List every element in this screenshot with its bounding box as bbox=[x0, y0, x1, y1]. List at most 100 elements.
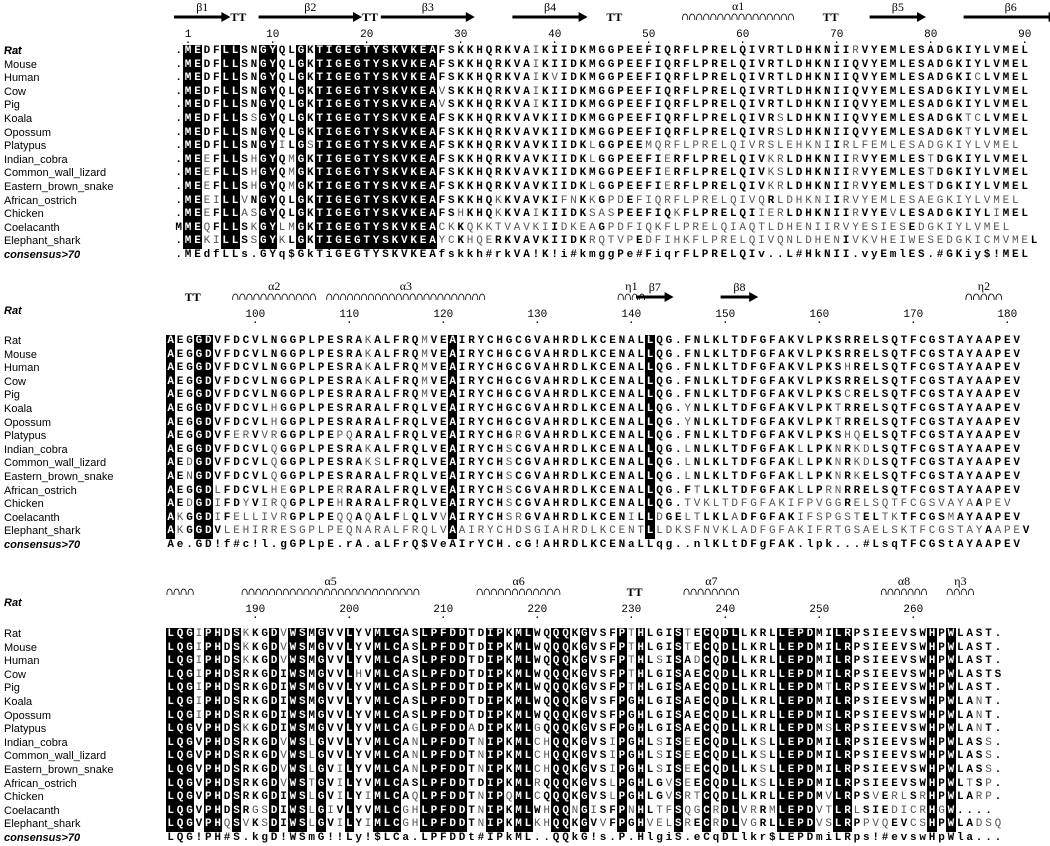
residue: I bbox=[833, 85, 840, 98]
residue: V bbox=[900, 777, 908, 790]
residue: I bbox=[560, 181, 568, 193]
consensus-residue: g bbox=[656, 832, 663, 844]
residue: G bbox=[186, 335, 193, 347]
consensus-residue: Q bbox=[562, 832, 569, 844]
residue: I bbox=[825, 764, 832, 776]
residue: E bbox=[176, 375, 184, 388]
residue: E bbox=[693, 682, 701, 695]
residue: K bbox=[955, 208, 963, 221]
residue: R bbox=[711, 45, 718, 57]
residue: S bbox=[673, 696, 683, 710]
consensus-residue: . bbox=[767, 249, 775, 261]
consensus-residue: r bbox=[673, 249, 681, 261]
residue: C bbox=[919, 348, 926, 361]
residue: L bbox=[646, 804, 654, 817]
residue: S bbox=[656, 736, 663, 749]
residue: Q bbox=[278, 99, 286, 112]
residue: Q bbox=[739, 208, 746, 221]
residue: V bbox=[399, 58, 409, 73]
residue: K bbox=[750, 736, 757, 749]
residue: I bbox=[485, 641, 495, 656]
residue: G bbox=[352, 126, 362, 141]
residue: H bbox=[927, 777, 937, 792]
residue: . bbox=[175, 85, 182, 98]
residue: P bbox=[853, 818, 861, 831]
residue: S bbox=[673, 804, 683, 819]
residue: I bbox=[195, 668, 203, 681]
residue: V bbox=[993, 153, 1000, 166]
residue: G bbox=[579, 668, 589, 683]
residue: Q bbox=[664, 85, 671, 98]
residue: P bbox=[429, 628, 439, 642]
residue: S bbox=[231, 709, 242, 724]
residue: C bbox=[242, 362, 250, 375]
residue: S bbox=[297, 709, 307, 724]
residue: V bbox=[758, 85, 765, 98]
residue: D bbox=[570, 181, 577, 193]
residue: G bbox=[759, 335, 767, 347]
residue: F bbox=[438, 750, 448, 764]
residue: E bbox=[418, 194, 428, 209]
residue: A bbox=[427, 58, 438, 73]
residue: V bbox=[861, 58, 869, 71]
residue: F bbox=[654, 235, 662, 248]
residue: I bbox=[654, 113, 662, 125]
residue: S bbox=[909, 736, 917, 749]
residue: E bbox=[1002, 194, 1010, 207]
residue: V bbox=[336, 655, 344, 668]
residue: I bbox=[336, 777, 344, 790]
residue: G bbox=[333, 235, 344, 249]
residue: E bbox=[908, 181, 916, 193]
residue: Y bbox=[966, 362, 973, 375]
ss-element-helix: η1 bbox=[617, 279, 645, 301]
residue: S bbox=[411, 668, 419, 681]
consensus-residue: L bbox=[524, 832, 532, 844]
residue: L bbox=[646, 641, 654, 654]
residue: V bbox=[513, 208, 521, 221]
residue: Q bbox=[411, 362, 419, 375]
residue: S bbox=[909, 777, 917, 790]
residue: T bbox=[468, 764, 475, 776]
consensus-residue: k bbox=[466, 249, 474, 261]
ss-turn-label: TT bbox=[627, 585, 643, 599]
residue: F bbox=[692, 235, 699, 248]
residue: W bbox=[946, 641, 956, 656]
residue: K bbox=[814, 153, 822, 166]
residue-number: 90 bbox=[1018, 29, 1031, 41]
residue: V bbox=[861, 45, 869, 57]
consensus-residue: . bbox=[852, 249, 859, 261]
residue: N bbox=[250, 85, 258, 98]
residue: M bbox=[983, 221, 991, 234]
residue: I bbox=[654, 85, 662, 98]
residue: L bbox=[692, 167, 699, 180]
residue: K bbox=[457, 181, 464, 193]
residue: T bbox=[362, 235, 372, 249]
consensus-residue: L bbox=[834, 832, 842, 844]
residue: F bbox=[609, 641, 616, 654]
residue: Q bbox=[411, 375, 419, 388]
residue: Y bbox=[268, 113, 278, 127]
residue: T bbox=[468, 641, 475, 654]
residue: M bbox=[513, 777, 524, 792]
residue: K bbox=[504, 194, 511, 207]
residue: L bbox=[692, 45, 699, 57]
residue: M bbox=[1002, 99, 1010, 112]
residue: K bbox=[505, 723, 513, 736]
residue: L bbox=[344, 696, 354, 710]
residue: Y bbox=[477, 348, 485, 361]
consensus-residue: # bbox=[477, 832, 485, 844]
residue: L bbox=[230, 72, 240, 86]
residue: K bbox=[466, 181, 474, 193]
residue: P bbox=[617, 791, 627, 805]
residue: E bbox=[343, 58, 353, 73]
residue: N bbox=[618, 362, 626, 375]
residue: . bbox=[994, 641, 1002, 654]
residue: S bbox=[985, 764, 992, 776]
residue: E bbox=[176, 348, 184, 361]
residue: H bbox=[636, 682, 646, 696]
residue: E bbox=[343, 99, 353, 113]
residue: H bbox=[476, 85, 483, 98]
residue: V bbox=[430, 362, 438, 375]
residue: P bbox=[795, 750, 806, 764]
